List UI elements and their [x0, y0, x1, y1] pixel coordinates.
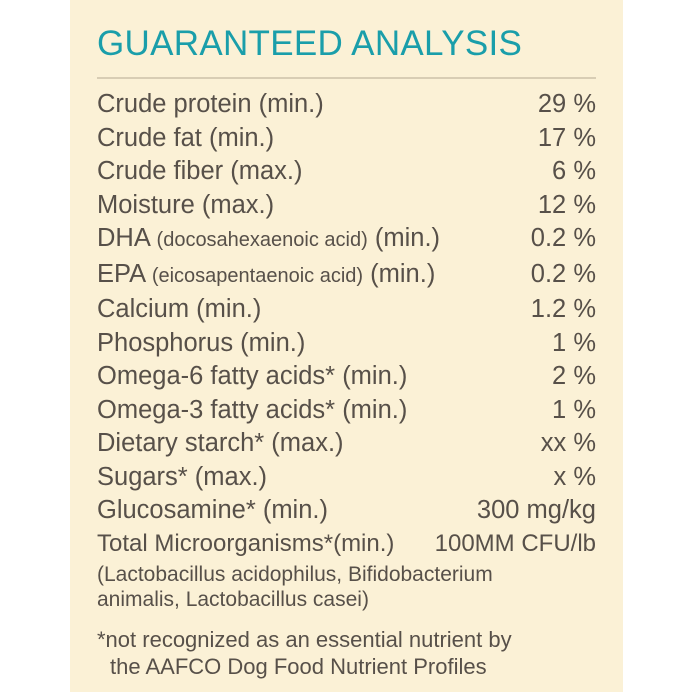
nutrient-value: 17 %	[537, 123, 596, 152]
nutrient-value: 0.2 %	[530, 259, 596, 288]
nutrient-label: Omega-3 fatty acids* (min.)	[97, 395, 408, 424]
nutrient-row: Sugars* (max.) x %	[97, 461, 596, 495]
nutrient-value: 6 %	[552, 157, 596, 185]
nutrient-label: EPA (eicosapentaenoic acid) (min.)	[97, 258, 435, 294]
probiotic-strains-note: (Lactobacillus acidophilus, Bifidobacter…	[97, 562, 493, 611]
nutrient-label: Moisture (max.)	[97, 190, 275, 219]
nutrient-value: x %	[553, 462, 596, 491]
page-title: GUARANTEED ANALYSIS	[97, 24, 523, 63]
nutrient-row: Glucosamine* (min.) 300 mg/kg	[97, 494, 596, 528]
nutrient-value: 100MM CFU/lb	[434, 529, 596, 557]
nutrient-row: Omega-3 fatty acids* (min.) 1 %	[97, 394, 596, 428]
nutrient-row: Crude protein (min.) 29 %	[97, 88, 596, 122]
nutrient-value: 2 %	[552, 362, 596, 390]
nutrient-row: Moisture (max.) 12 %	[97, 189, 596, 223]
nutrient-label: Phosphorus (min.)	[97, 328, 306, 357]
nutrient-label: Total Microorganisms*(min.)	[97, 529, 395, 557]
aafco-footnote-line-1: *not recognized as an essential nutrient…	[97, 626, 512, 652]
nutrient-label: Sugars* (max.)	[97, 462, 268, 491]
nutrient-label: Crude fiber (max.)	[97, 157, 303, 185]
nutrient-label-chemical: (docosahexaenoic acid)	[156, 229, 368, 251]
nutrient-value: 12 %	[537, 190, 596, 219]
nutrient-row: Dietary starch* (max.) xx %	[97, 427, 596, 461]
nutrient-value: 0.2 %	[530, 224, 596, 252]
nutrient-label: Calcium (min.)	[97, 295, 262, 323]
nutrient-list: Crude protein (min.) 29 % Crude fat (min…	[97, 88, 596, 560]
nutrient-row: Total Microorganisms*(min.) 100MM CFU/lb	[97, 528, 596, 560]
title-divider	[97, 77, 596, 79]
nutrient-label-chemical: (eicosapentaenoic acid)	[151, 264, 364, 287]
nutrient-row: DHA (docosahexaenoic acid) (min.) 0.2 %	[97, 222, 596, 258]
panel-inner: GUARANTEED ANALYSIS Crude protein (min.)…	[97, 0, 596, 692]
nutrient-label-main: EPA	[97, 259, 152, 288]
nutrient-label-qualifier: (min.)	[363, 259, 436, 288]
aafco-footnote-line-2: the AAFCO Dog Food Nutrient Profiles	[110, 653, 487, 679]
nutrient-value: 29 %	[537, 90, 596, 118]
guaranteed-analysis-panel: GUARANTEED ANALYSIS Crude protein (min.)…	[70, 0, 623, 692]
nutrient-label: Crude fat (min.)	[97, 123, 275, 152]
nutrient-value: 300 mg/kg	[476, 496, 596, 524]
nutrient-label: Crude protein (min.)	[97, 90, 324, 118]
nutrient-value: 1 %	[552, 395, 596, 424]
nutrient-row: Crude fiber (max.) 6 %	[97, 155, 596, 189]
nutrient-row: Phosphorus (min.) 1 %	[97, 327, 596, 361]
nutrient-row: EPA (eicosapentaenoic acid) (min.) 0.2 %	[97, 258, 596, 294]
nutrient-label-main: DHA	[97, 224, 157, 252]
nutrient-label: Omega-6 fatty acids* (min.)	[97, 362, 408, 390]
aafco-footnote: *not recognized as an essential nutrient…	[97, 626, 577, 680]
nutrient-label: Dietary starch* (max.)	[97, 429, 344, 457]
nutrient-row: Crude fat (min.) 17 %	[97, 122, 596, 156]
nutrient-label: DHA (docosahexaenoic acid) (min.)	[97, 222, 440, 258]
nutrient-label-qualifier: (min.)	[367, 224, 441, 252]
nutrient-row: Omega-6 fatty acids* (min.) 2 %	[97, 360, 596, 394]
nutrient-row: Calcium (min.) 1.2 %	[97, 293, 596, 327]
nutrient-label: Glucosamine* (min.)	[97, 496, 328, 524]
nutrient-value: 1.2 %	[530, 295, 596, 323]
nutrient-value: 1 %	[552, 328, 596, 357]
nutrient-value: xx %	[540, 429, 596, 457]
